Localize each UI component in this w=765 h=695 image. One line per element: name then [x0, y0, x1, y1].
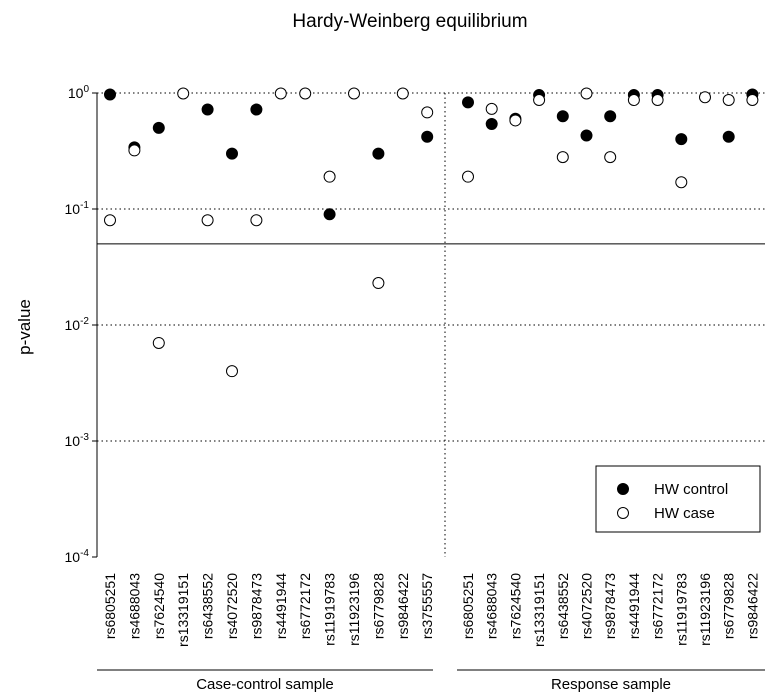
x-tick-label: rs13319151	[175, 573, 191, 647]
point-hw-case	[152, 336, 165, 349]
point-hw-case	[323, 170, 336, 183]
point-hw-control	[323, 208, 336, 221]
axes	[92, 92, 765, 558]
y-tick-label: 10-2	[65, 316, 90, 333]
x-tick-label: rs11923196	[697, 573, 713, 646]
point-hw-control	[104, 88, 116, 101]
x-tick-label: rs11923196	[346, 573, 362, 646]
data-points	[104, 87, 759, 378]
point-hw-case	[699, 91, 711, 104]
point-hw-control	[722, 130, 735, 143]
point-hw-control	[226, 147, 238, 160]
point-hw-control	[152, 121, 165, 134]
point-hw-control	[372, 147, 385, 160]
point-hw-control	[580, 129, 593, 142]
point-hw-case	[509, 114, 522, 127]
x-tick-label: rs6805251	[102, 573, 118, 639]
legend-box	[595, 465, 761, 533]
y-tick-label: 100	[68, 84, 90, 101]
point-hw-case	[746, 94, 759, 107]
panel-label: Case-control sample	[196, 676, 334, 693]
point-hw-control	[485, 118, 498, 131]
x-tick-label: rs11919783	[673, 573, 689, 646]
point-hw-case	[274, 87, 287, 100]
point-hw-case	[462, 170, 474, 183]
x-tick-label: rs6438552	[555, 573, 571, 639]
point-hw-control	[250, 103, 263, 116]
y-axis-label: p-value	[15, 299, 34, 355]
x-tick-label: rs9846422	[395, 573, 411, 639]
point-hw-control	[675, 133, 688, 146]
chart-title: Hardy-Weinberg equilibrium	[292, 11, 527, 32]
legend-label: HW control	[654, 481, 728, 498]
x-tick-label: rs4688043	[484, 573, 500, 639]
point-hw-case	[675, 176, 688, 189]
x-tick-label: rs6438552	[200, 573, 216, 639]
panel-labels: Case-control sample Response sample	[97, 669, 765, 693]
x-tick-label: rs6805251	[460, 573, 476, 639]
y-tick-label: 10-4	[65, 548, 90, 565]
point-hw-case	[396, 87, 409, 100]
point-hw-control	[462, 96, 474, 109]
x-tick-labels: rs6805251 rs4688043 rs7624540 rs13319151 rs6…	[102, 573, 760, 647]
point-hw-case	[250, 214, 263, 227]
point-hw-control	[556, 110, 569, 123]
point-hw-case	[104, 214, 116, 227]
point-hw-case	[226, 365, 238, 378]
point-hw-control	[201, 103, 214, 116]
x-tick-label: rs9878473	[248, 573, 264, 639]
x-tick-label: rs4072520	[579, 573, 595, 639]
point-hw-control	[604, 110, 617, 123]
x-tick-label: rs9878473	[602, 573, 618, 639]
legend-label: HW case	[654, 505, 715, 522]
legend-marker-filled	[617, 483, 629, 495]
x-tick-label: rs4688043	[126, 573, 142, 639]
point-hw-case	[556, 151, 569, 164]
point-hw-case	[177, 87, 190, 100]
point-hw-case	[128, 144, 141, 157]
point-hw-case	[201, 214, 214, 227]
y-tick-label: 10-3	[65, 432, 90, 449]
x-tick-label: rs6779828	[721, 573, 737, 639]
point-hw-case	[299, 87, 312, 100]
grid-lines	[97, 92, 765, 442]
point-hw-case	[533, 94, 546, 107]
x-tick-label: rs13319151	[531, 573, 547, 647]
x-tick-label: rs4491944	[273, 573, 289, 639]
point-hw-case	[372, 277, 385, 290]
x-tick-label: rs6772172	[297, 573, 313, 639]
point-hw-case	[722, 94, 735, 107]
x-tick-label: rs3755557	[419, 573, 435, 639]
x-tick-label: rs9846422	[744, 573, 760, 639]
x-tick-label: rs7624540	[151, 573, 167, 639]
point-hw-case	[604, 151, 617, 164]
y-tick-labels: 100 10-1 10-2 10-3 10-4	[65, 84, 90, 565]
x-tick-label: rs4072520	[224, 573, 240, 639]
point-hw-case	[627, 94, 640, 107]
panel-label: Response sample	[551, 676, 671, 693]
x-tick-label: rs6772172	[650, 573, 666, 639]
point-hw-case	[485, 102, 498, 115]
legend-marker-open	[617, 507, 629, 519]
point-hw-case	[421, 106, 434, 119]
x-tick-label: rs7624540	[507, 573, 523, 639]
point-hw-case	[348, 87, 360, 100]
point-hw-control	[421, 130, 434, 143]
x-tick-label: rs4491944	[626, 573, 642, 639]
y-tick-label: 10-1	[65, 200, 90, 217]
point-hw-case	[651, 94, 664, 107]
point-hw-case	[580, 87, 593, 100]
x-tick-label: rs6779828	[370, 573, 386, 639]
x-tick-label: rs11919783	[322, 573, 338, 646]
legend: HW control HW case	[595, 465, 761, 533]
